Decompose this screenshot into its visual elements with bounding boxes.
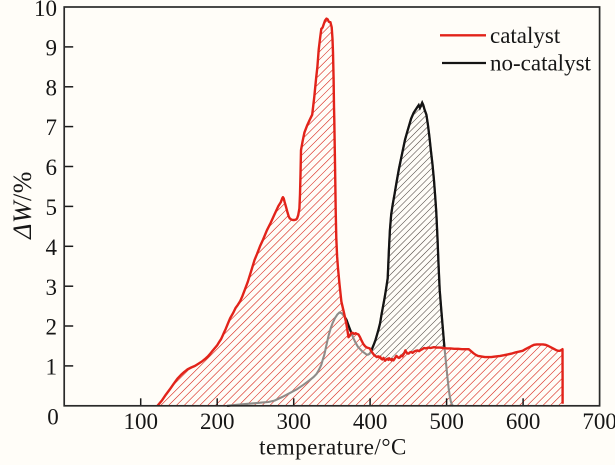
svg-text:3: 3 [46, 275, 58, 300]
svg-text:no-catalyst: no-catalyst [490, 51, 592, 76]
svg-text:500: 500 [429, 409, 464, 434]
svg-text:100: 100 [123, 409, 158, 434]
svg-text:4: 4 [46, 235, 58, 260]
svg-text:400: 400 [353, 409, 388, 434]
svg-text:2: 2 [46, 315, 58, 340]
svg-text:ΔW/%: ΔW/% [8, 171, 37, 240]
svg-text:10: 10 [34, 0, 57, 21]
svg-text:catalyst: catalyst [490, 23, 561, 48]
svg-text:8: 8 [46, 75, 58, 100]
svg-text:700: 700 [582, 409, 615, 434]
svg-text:6: 6 [46, 155, 58, 180]
svg-text:5: 5 [46, 195, 58, 220]
svg-text:300: 300 [276, 409, 311, 434]
svg-text:600: 600 [506, 409, 541, 434]
svg-text:7: 7 [46, 115, 58, 140]
svg-text:temperature/°C: temperature/°C [259, 435, 407, 460]
svg-text:9: 9 [46, 36, 58, 61]
svg-text:200: 200 [200, 409, 235, 434]
svg-text:1: 1 [46, 355, 58, 380]
svg-text:0: 0 [47, 405, 59, 430]
